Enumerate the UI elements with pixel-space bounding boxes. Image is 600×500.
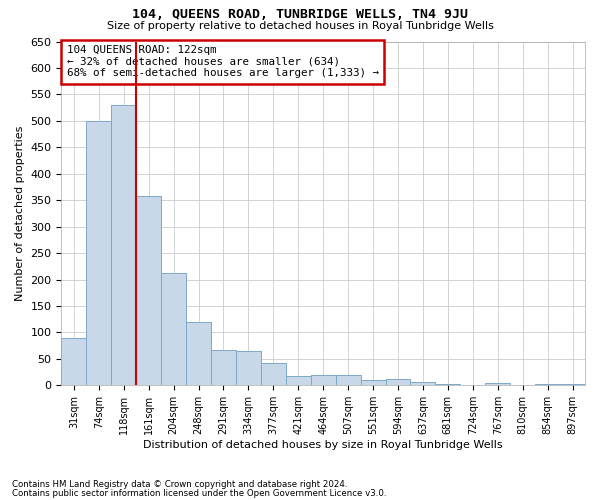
- Bar: [311, 375, 335, 386]
- Bar: [186, 322, 211, 386]
- Y-axis label: Number of detached properties: Number of detached properties: [15, 126, 25, 301]
- Bar: [161, 272, 186, 386]
- Bar: [485, 382, 510, 386]
- Bar: [211, 350, 236, 386]
- Bar: [386, 379, 410, 386]
- Bar: [236, 351, 261, 386]
- Bar: [286, 376, 311, 386]
- Text: Contains public sector information licensed under the Open Government Licence v3: Contains public sector information licen…: [12, 488, 386, 498]
- Text: 104 QUEENS ROAD: 122sqm
← 32% of detached houses are smaller (634)
68% of semi-d: 104 QUEENS ROAD: 122sqm ← 32% of detache…: [67, 45, 379, 78]
- Text: Size of property relative to detached houses in Royal Tunbridge Wells: Size of property relative to detached ho…: [107, 21, 493, 31]
- Bar: [261, 363, 286, 386]
- Bar: [436, 384, 460, 386]
- Bar: [410, 382, 436, 386]
- Bar: [86, 121, 111, 386]
- X-axis label: Distribution of detached houses by size in Royal Tunbridge Wells: Distribution of detached houses by size …: [143, 440, 503, 450]
- Bar: [111, 105, 136, 386]
- Bar: [560, 384, 585, 386]
- Text: Contains HM Land Registry data © Crown copyright and database right 2024.: Contains HM Land Registry data © Crown c…: [12, 480, 347, 489]
- Bar: [535, 384, 560, 386]
- Bar: [361, 380, 386, 386]
- Text: 104, QUEENS ROAD, TUNBRIDGE WELLS, TN4 9JU: 104, QUEENS ROAD, TUNBRIDGE WELLS, TN4 9…: [132, 8, 468, 20]
- Bar: [136, 196, 161, 386]
- Bar: [335, 375, 361, 386]
- Bar: [61, 338, 86, 386]
